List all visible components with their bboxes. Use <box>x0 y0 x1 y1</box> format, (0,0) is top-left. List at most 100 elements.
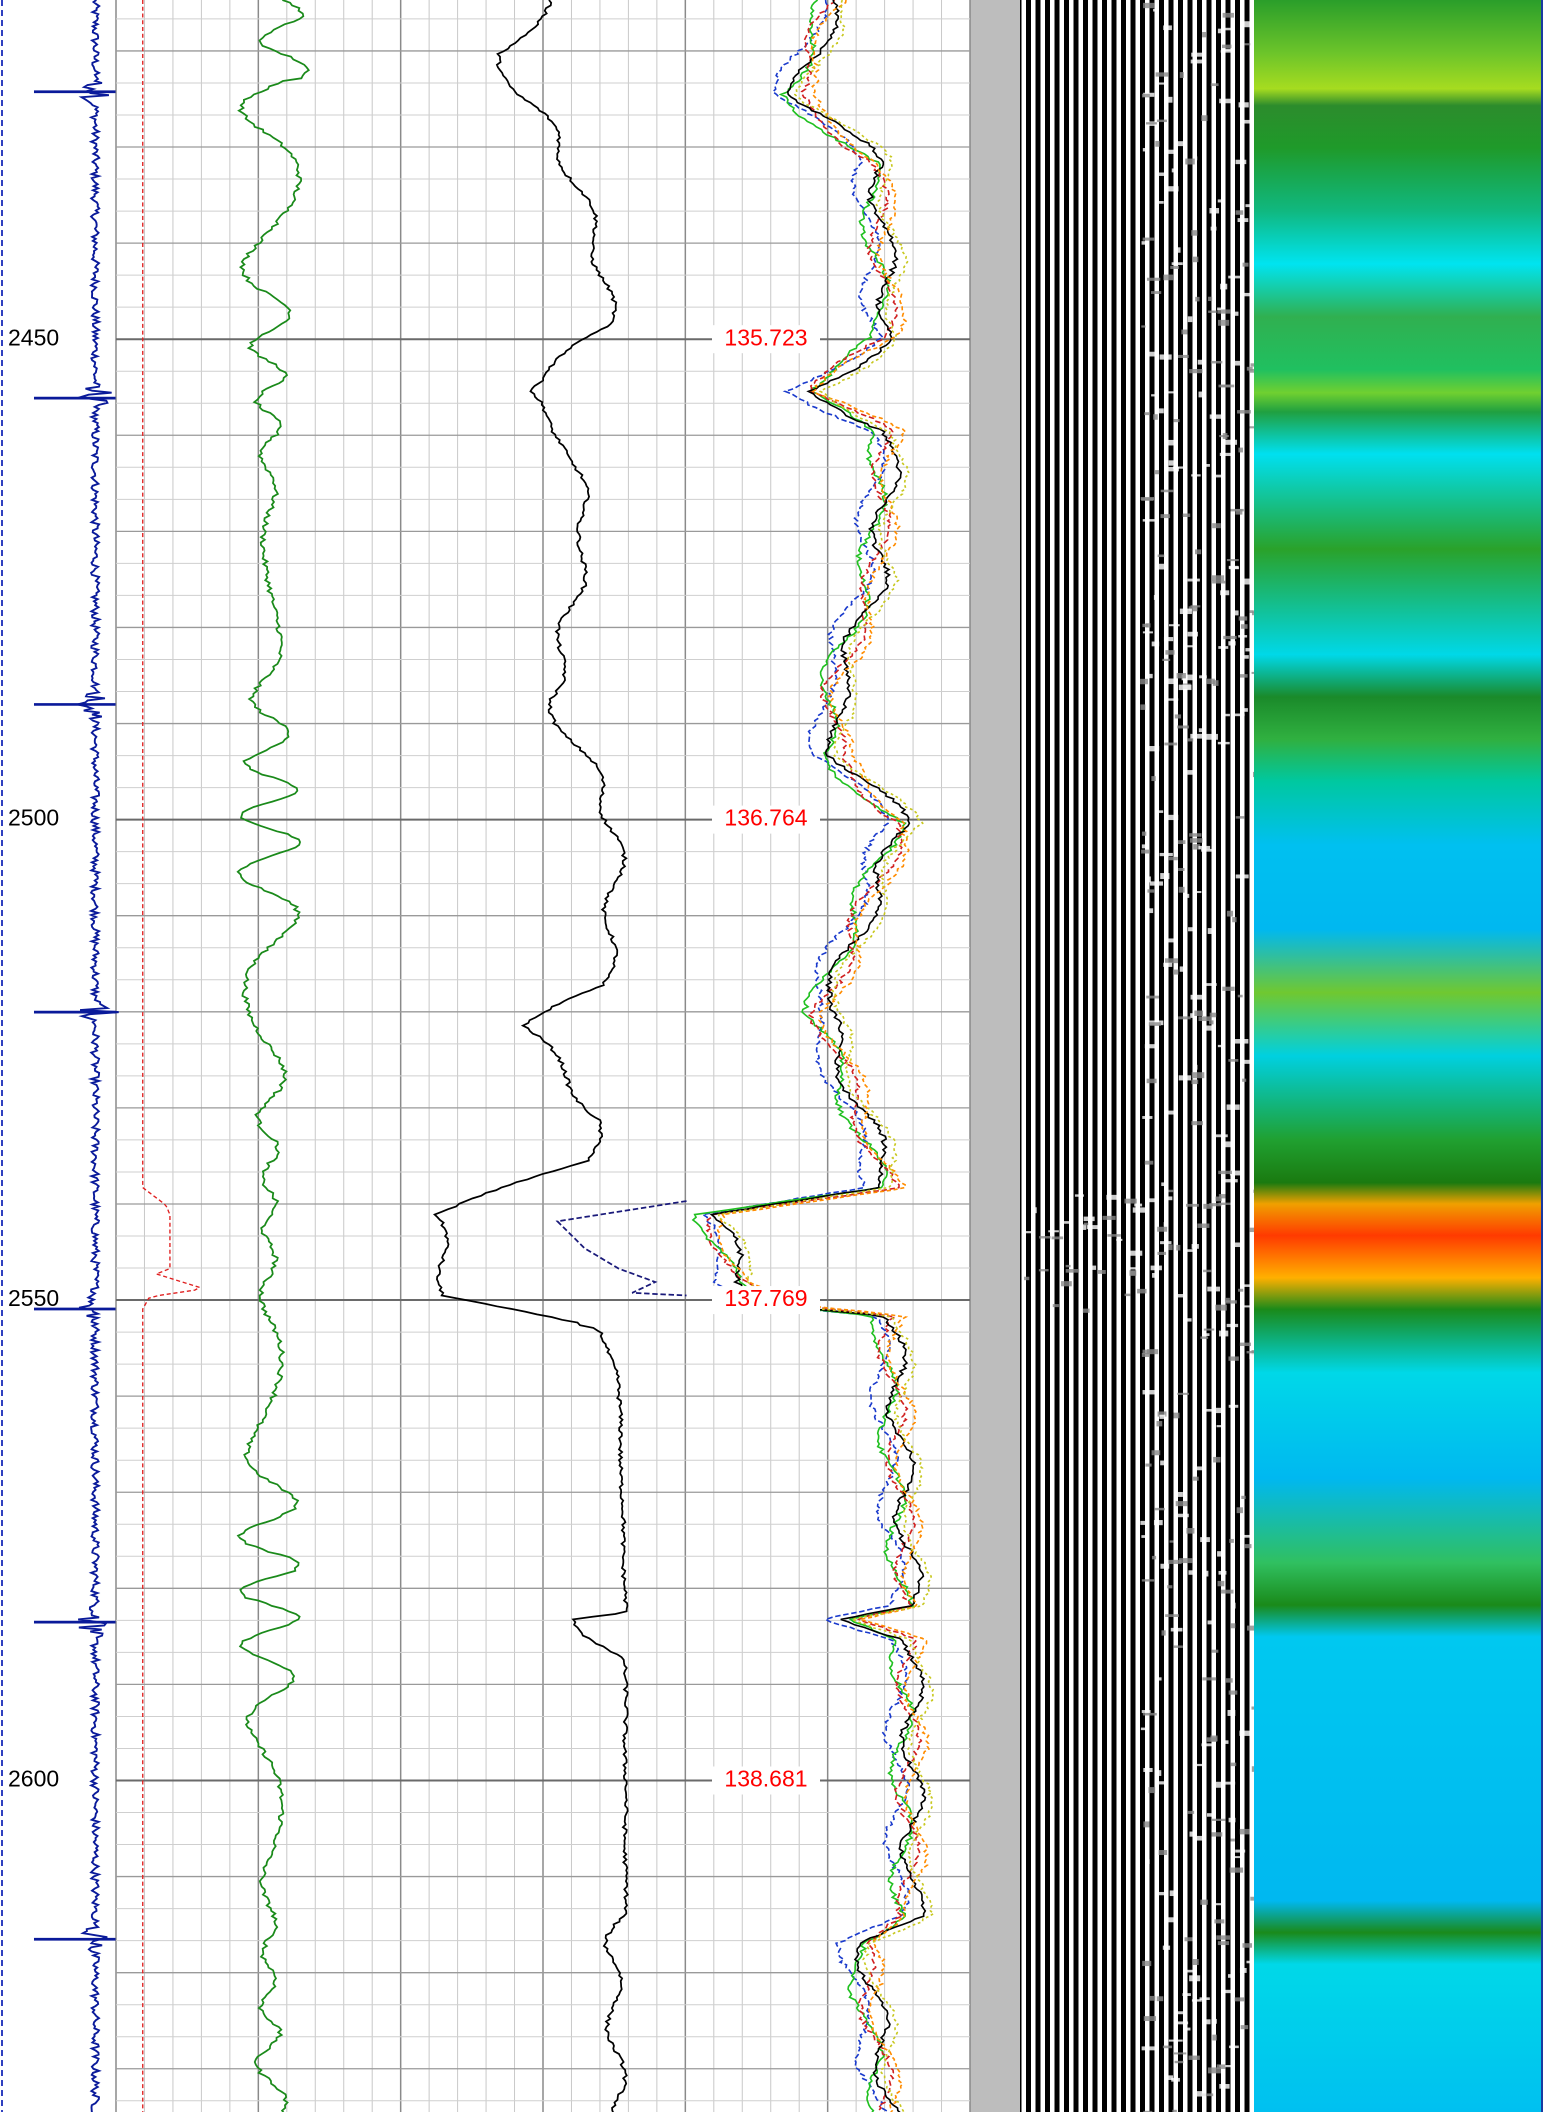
noise <box>1187 578 1200 582</box>
noise <box>1189 838 1203 843</box>
noise <box>1228 1690 1238 1695</box>
noise <box>1193 156 1198 161</box>
noise <box>1155 1891 1168 1896</box>
noise <box>1144 412 1151 416</box>
noise <box>1193 1476 1199 1481</box>
noise <box>1168 624 1180 627</box>
noise <box>1197 359 1203 365</box>
noise <box>1166 186 1179 192</box>
spectrum-track <box>1254 0 1543 2112</box>
noise <box>1148 673 1153 679</box>
noise <box>1184 893 1190 898</box>
noise <box>1185 158 1195 165</box>
noise <box>1220 50 1235 53</box>
noise <box>1244 43 1251 46</box>
noise <box>1168 2039 1183 2042</box>
annotation-bg <box>712 805 820 834</box>
noise <box>1195 296 1200 302</box>
noise <box>1177 1491 1183 1497</box>
noise <box>1168 460 1175 466</box>
multi-curve <box>717 0 935 2112</box>
noise <box>1150 1265 1162 1271</box>
grid <box>115 0 971 2112</box>
noise <box>1240 1305 1255 1308</box>
noise <box>1190 1013 1198 1018</box>
noise <box>1244 578 1250 585</box>
noise <box>1203 983 1217 986</box>
noise <box>1177 840 1186 845</box>
noise <box>1079 1224 1087 1230</box>
noise <box>1165 938 1176 943</box>
noise <box>1217 319 1230 326</box>
noise <box>1141 325 1146 328</box>
noise <box>1235 509 1243 515</box>
noise <box>1065 1264 1071 1268</box>
noise <box>1215 1196 1222 1202</box>
depth-label: 2600 <box>8 1766 59 1792</box>
noise <box>1194 1466 1205 1471</box>
noise <box>1174 2011 1184 2015</box>
noise <box>1165 698 1179 701</box>
noise <box>1200 1537 1210 1543</box>
noise <box>1225 1300 1237 1304</box>
noise <box>1143 1821 1150 1828</box>
noise <box>1212 580 1226 584</box>
noise <box>1186 645 1195 648</box>
noise <box>1203 464 1210 467</box>
noise <box>1166 391 1175 394</box>
noise <box>1031 1207 1037 1214</box>
noise <box>1097 1269 1106 1274</box>
noise <box>1150 291 1162 294</box>
noise <box>1210 226 1217 231</box>
noise <box>1195 549 1202 555</box>
noise <box>1189 369 1203 374</box>
noise <box>1161 1182 1167 1187</box>
noise <box>1165 958 1179 964</box>
noise <box>1163 1222 1169 1227</box>
noise <box>1173 419 1180 423</box>
green-curve <box>236 0 311 2112</box>
noise <box>1052 1304 1059 1308</box>
noise <box>1228 641 1236 646</box>
noise <box>1230 1838 1235 1842</box>
noise <box>1239 1828 1250 1835</box>
noise <box>1242 292 1250 297</box>
noise <box>1201 115 1208 122</box>
noise <box>1158 1781 1168 1785</box>
noise <box>1145 122 1157 125</box>
noise <box>1216 1425 1225 1428</box>
noise <box>1234 1039 1249 1044</box>
noise <box>1140 704 1146 710</box>
noise <box>1186 1318 1192 1322</box>
noise <box>1207 1286 1220 1292</box>
noise <box>1132 1207 1146 1213</box>
noise <box>1193 844 1201 850</box>
noise <box>1074 1194 1084 1197</box>
noise <box>1143 2110 1153 2112</box>
noise <box>1162 2045 1173 2049</box>
noise <box>1245 648 1254 652</box>
noise <box>1212 1818 1226 1821</box>
noise <box>1188 1570 1197 1575</box>
noise <box>1153 414 1158 420</box>
noise <box>1142 1712 1157 1716</box>
noise <box>1184 2027 1191 2031</box>
noise <box>1198 1016 1212 1022</box>
noise <box>1251 671 1256 674</box>
noise <box>1225 1179 1238 1183</box>
noise <box>1140 1727 1147 1731</box>
noise <box>1220 1989 1233 1994</box>
noise <box>1235 874 1249 879</box>
noise <box>1238 616 1248 621</box>
curves <box>33 0 935 2112</box>
noise <box>1129 1270 1137 1276</box>
noise <box>1210 360 1223 364</box>
noise <box>1163 25 1172 31</box>
noise <box>1168 1559 1182 1564</box>
noise <box>1235 159 1247 165</box>
noise <box>1153 8 1158 12</box>
noise <box>1160 514 1171 519</box>
noise <box>1212 2034 1217 2041</box>
annotation-bg <box>712 1286 820 1315</box>
noise <box>1204 733 1218 740</box>
